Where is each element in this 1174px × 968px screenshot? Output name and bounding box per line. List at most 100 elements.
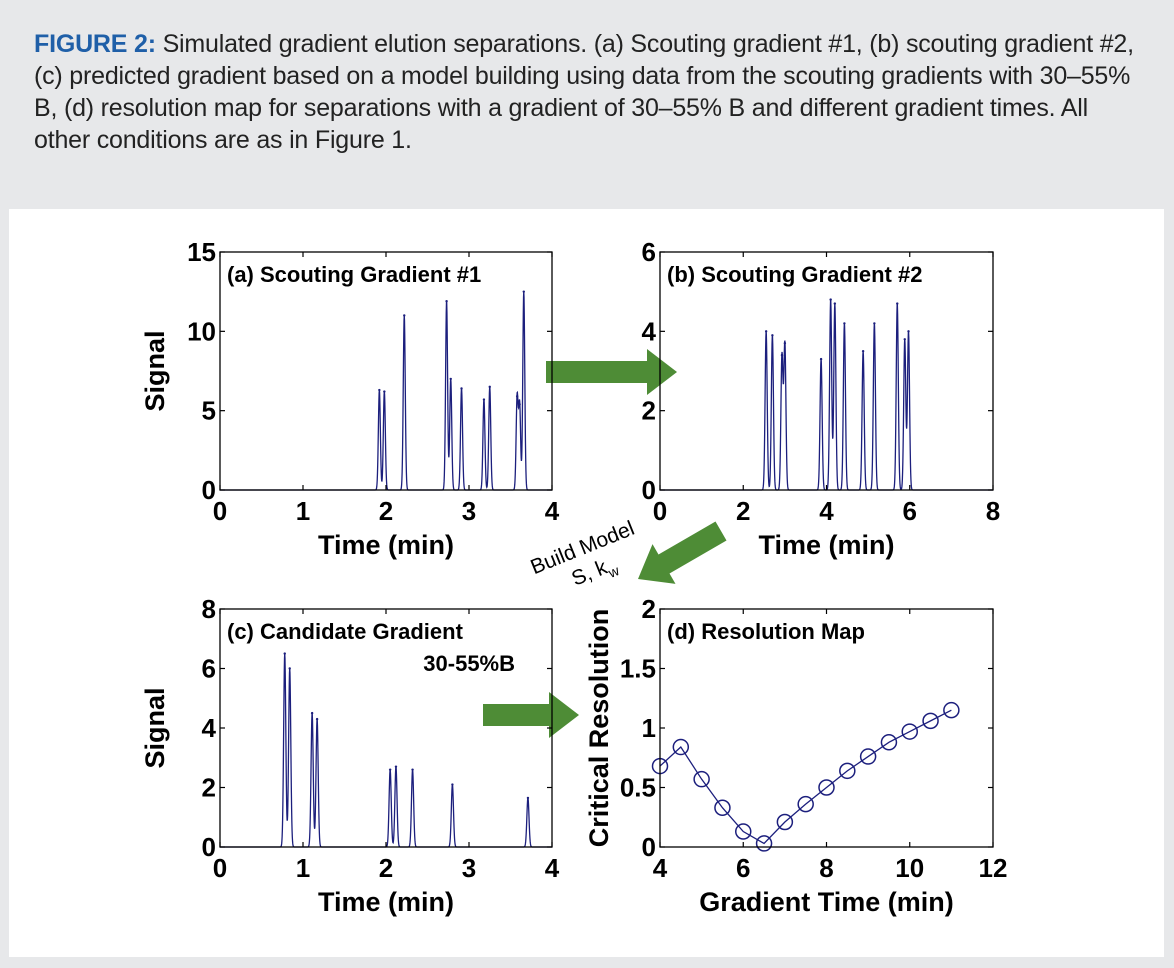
peak-b-1 (764, 330, 768, 333)
resolution-point-6 (755, 835, 773, 852)
resolution-point-10 (839, 762, 856, 780)
y-tick-label-c-0: 0 (202, 832, 216, 862)
peak-b-5 (819, 357, 823, 361)
x-tick-label-d-3: 10 (895, 853, 924, 883)
resolution-point-11 (859, 748, 877, 765)
resolution-point-9 (818, 779, 835, 796)
x-tick-label-a-3: 3 (462, 496, 476, 526)
peak-c-1 (283, 652, 286, 655)
resolution-point-2 (672, 738, 690, 756)
x-tick-label-d-0: 4 (653, 853, 668, 883)
peak-a-1 (378, 388, 381, 392)
peak-b-10 (873, 322, 876, 325)
chart-b: 0 2 4 6 8 0 2 4 6 (b) Scouting Gradient #2 Time (m… (642, 237, 1001, 560)
peak-c-7 (411, 768, 414, 771)
x-tick-label-c-4: 4 (545, 853, 560, 883)
y-tick-label-b-1: 2 (642, 396, 656, 426)
y-tick-label-d-4: 2 (642, 594, 656, 624)
arrow-model-to-d (483, 692, 579, 738)
x-tick-label-a-0: 0 (213, 496, 227, 526)
y-tick-label-c-1: 2 (202, 773, 216, 803)
x-axis-label-a: Time (min) (318, 530, 454, 560)
plot-frame-b (659, 251, 994, 491)
peak-a-10 (518, 403, 521, 406)
x-tick-label-b-0: 0 (653, 496, 667, 526)
x-axis-label-b: Time (min) (758, 530, 894, 560)
x-tick-label-d-4: 12 (979, 853, 1008, 883)
resolution-line (659, 709, 952, 845)
arrow-a-to-b (546, 349, 677, 395)
caption-text: Simulated gradient elution separations. … (34, 30, 1134, 154)
chart-title-b: (b) Scouting Gradient #2 (667, 262, 922, 287)
y-tick-label-d-3: 1.5 (620, 654, 656, 684)
resolution-point-15 (943, 701, 960, 719)
x-tick-label-c-0: 0 (213, 853, 227, 883)
chromatogram-trace-c (220, 653, 552, 848)
peak-c-8 (451, 783, 454, 786)
y-tick-label-d-0: 0 (642, 832, 656, 862)
flow-arrows (483, 349, 727, 738)
x-tick-label-c-3: 3 (462, 853, 476, 883)
y-axis-label-d: Critical Resolution (584, 609, 614, 848)
x-tick-label-a-4: 4 (545, 496, 560, 526)
arrow-b-to-model (638, 521, 727, 584)
resolution-point-12 (880, 734, 898, 751)
y-tick-label-d-2: 1 (642, 713, 656, 743)
chromatogram-trace-a (220, 291, 552, 491)
plot-frame-c (219, 608, 553, 848)
x-tick-label-b-1: 2 (736, 496, 750, 526)
plot-frame-d (659, 608, 994, 848)
peak-c-3 (310, 711, 314, 715)
peak-a-9 (515, 395, 519, 398)
chart-title-d: (d) Resolution Map (667, 619, 865, 644)
peak-a-8 (488, 385, 491, 389)
figure-panel: Build Model S, kw 0 1 2 3 4 0 5 10 15 (a) Scoutin… (9, 209, 1164, 957)
peak-c-4 (315, 717, 319, 721)
y-tick-label-b-3: 6 (642, 237, 656, 267)
x-tick-label-c-1: 1 (296, 853, 310, 883)
y-axis-label-c: Signal (140, 687, 170, 768)
x-tick-label-b-4: 8 (986, 496, 1000, 526)
chart-c: 0 1 2 3 4 0 2 4 6 8 (c) Candidate Gradient 30-55%B T… (140, 594, 560, 917)
resolution-point-7 (776, 813, 794, 831)
resolution-point-14 (922, 712, 939, 730)
peak-a-4 (445, 299, 448, 303)
x-tick-label-b-3: 6 (903, 496, 917, 526)
y-tick-label-a-3: 15 (187, 237, 216, 267)
peak-b-11 (896, 302, 899, 305)
resolution-point-13 (901, 723, 918, 740)
resolution-point-4 (714, 799, 731, 816)
y-tick-label-a-2: 10 (187, 316, 216, 346)
peak-b-9 (861, 349, 865, 353)
y-tick-label-c-4: 8 (202, 594, 216, 624)
y-tick-label-d-1: 0.5 (620, 773, 656, 803)
resolution-point-5 (735, 823, 752, 840)
x-tick-label-d-1: 6 (736, 853, 750, 883)
peak-b-8 (843, 322, 846, 325)
chart-title-c: (c) Candidate Gradient (227, 619, 464, 644)
y-tick-label-b-2: 4 (642, 316, 657, 346)
resolution-point-8 (797, 795, 814, 813)
chart-subtitle-c: 30-55%B (423, 651, 515, 676)
peak-c-9 (526, 796, 530, 800)
peak-a-6 (460, 387, 463, 390)
peak-c-6 (394, 765, 398, 768)
peak-c-2 (288, 667, 291, 670)
y-tick-label-a-1: 5 (202, 396, 216, 426)
y-axis-label-a: Signal (140, 330, 170, 411)
peak-b-6 (829, 298, 832, 301)
chart-title-a: (a) Scouting Gradient #1 (227, 262, 481, 287)
peak-b-13 (907, 330, 910, 333)
peak-b-4 (783, 342, 787, 345)
peak-b-2 (771, 334, 774, 337)
model-params-subscript: w (605, 562, 622, 581)
peak-b-3 (780, 353, 784, 357)
peak-a-7 (482, 398, 486, 401)
build-model-annotation: Build Model S, kw (527, 517, 637, 591)
chromatogram-trace-b (660, 299, 993, 491)
peak-b-12 (903, 338, 906, 341)
x-tick-label-d-2: 8 (819, 853, 833, 883)
y-tick-label-a-0: 0 (202, 475, 216, 505)
y-tick-label-b-0: 0 (642, 475, 656, 505)
